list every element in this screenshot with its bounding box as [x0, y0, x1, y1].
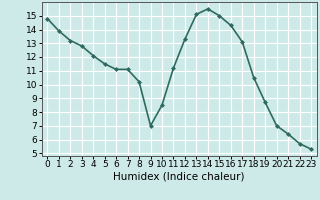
X-axis label: Humidex (Indice chaleur): Humidex (Indice chaleur): [114, 172, 245, 182]
